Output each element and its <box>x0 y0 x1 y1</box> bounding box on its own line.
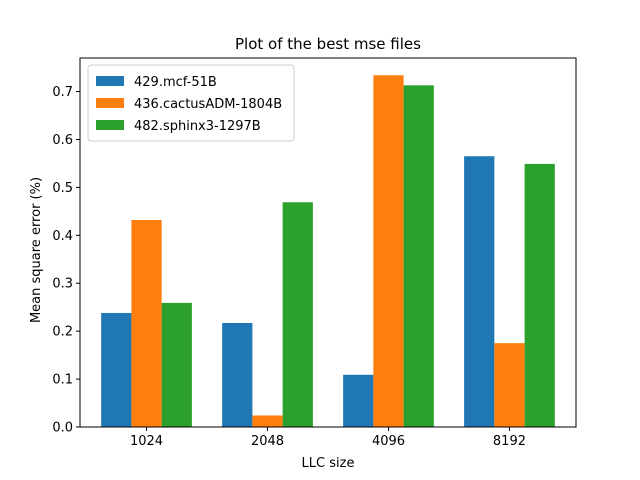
bar-2-4096 <box>373 75 404 427</box>
y-tick-label: 0.6 <box>52 133 73 148</box>
x-tick-label: 4096 <box>372 434 405 449</box>
bar-3-1024 <box>161 302 192 427</box>
plot-frame <box>79 57 577 428</box>
y-tick-label: 0.7 <box>52 85 73 100</box>
bar-3-4096 <box>403 85 434 427</box>
x-ticks-group: 1024 2048 4096 8192 <box>130 427 526 449</box>
y-tick-label: 0.0 <box>52 421 73 436</box>
legend-swatch-2 <box>96 98 124 108</box>
bar-1-2048 <box>222 323 253 427</box>
y-tick-label: 0.3 <box>52 277 73 292</box>
axes-group <box>79 57 577 428</box>
bars-group <box>101 75 555 428</box>
legend-label-3: 482.sphinx3-1297B <box>134 119 261 134</box>
y-tick-label: 0.5 <box>52 181 73 196</box>
bar-1-4096 <box>343 374 374 427</box>
y-tick-label: 0.2 <box>52 325 73 340</box>
x-tick-label: 1024 <box>130 434 163 449</box>
x-axis-label: LLC size <box>302 456 355 471</box>
y-tick-label: 0.1 <box>52 373 73 388</box>
y-axis-label: Mean square error (%) <box>29 177 44 323</box>
bar-2-2048 <box>252 415 283 427</box>
chart-title: Plot of the best mse files <box>235 35 421 53</box>
bar-3-8192 <box>524 163 555 428</box>
bar-2-8192 <box>494 343 525 427</box>
legend-box <box>87 64 295 142</box>
legend: 429.mcf-51B 436.cactusADM-1804B 482.sphinx… <box>87 64 295 142</box>
x-tick-label: 8192 <box>493 434 526 449</box>
legend-label-1: 429.mcf-51B <box>134 75 217 90</box>
bar-3-2048 <box>282 202 313 427</box>
y-ticks-group: 0.0 0.1 0.2 0.3 0.4 0.5 0.6 0.7 <box>52 85 80 436</box>
y-tick-label: 0.4 <box>52 229 73 244</box>
legend-label-2: 436.cactusADM-1804B <box>134 97 282 112</box>
legend-swatch-1 <box>96 76 124 86</box>
bar-2-1024 <box>131 219 162 427</box>
bar-1-8192 <box>464 156 495 427</box>
bar-1-1024 <box>101 312 132 427</box>
legend-swatch-3 <box>96 120 124 130</box>
x-tick-label: 2048 <box>251 434 284 449</box>
